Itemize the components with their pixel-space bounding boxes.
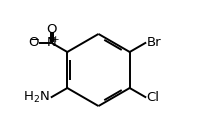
Text: O: O	[46, 23, 57, 36]
Text: N: N	[47, 37, 57, 49]
Text: +: +	[51, 35, 58, 44]
Text: H$_2$N: H$_2$N	[23, 89, 50, 105]
Text: Br: Br	[147, 37, 161, 49]
Text: −: −	[30, 33, 40, 46]
Text: Cl: Cl	[147, 91, 160, 103]
Text: O: O	[28, 37, 39, 49]
